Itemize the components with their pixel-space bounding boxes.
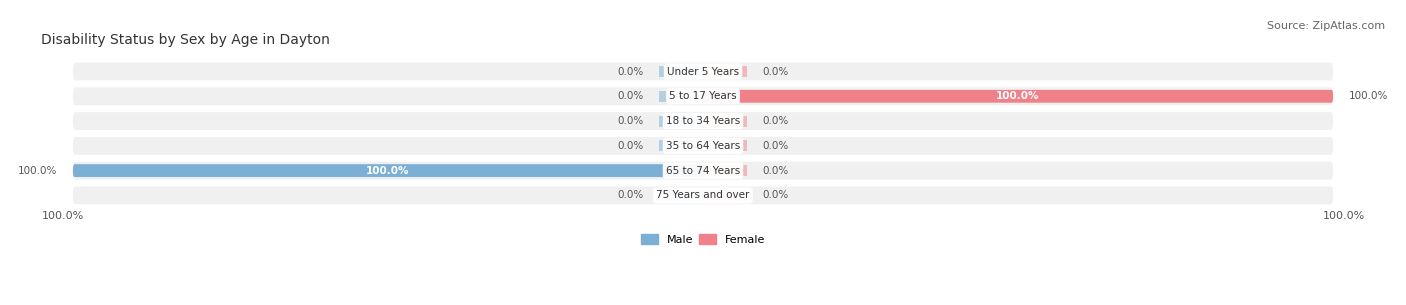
Text: 5 to 17 Years: 5 to 17 Years — [669, 91, 737, 101]
Text: 100.0%: 100.0% — [366, 166, 409, 176]
Text: 35 to 64 Years: 35 to 64 Years — [666, 141, 740, 151]
Text: 0.0%: 0.0% — [763, 141, 789, 151]
Text: 100.0%: 100.0% — [18, 166, 58, 176]
Bar — [659, 116, 703, 127]
Text: 65 to 74 Years: 65 to 74 Years — [666, 166, 740, 176]
Text: Disability Status by Sex by Age in Dayton: Disability Status by Sex by Age in Dayto… — [41, 33, 330, 47]
FancyBboxPatch shape — [73, 63, 1333, 81]
Bar — [659, 190, 703, 201]
Text: Under 5 Years: Under 5 Years — [666, 66, 740, 77]
Text: 0.0%: 0.0% — [763, 166, 789, 176]
Text: 0.0%: 0.0% — [763, 116, 789, 126]
FancyBboxPatch shape — [73, 164, 703, 177]
Text: 0.0%: 0.0% — [763, 66, 789, 77]
Text: 18 to 34 Years: 18 to 34 Years — [666, 116, 740, 126]
Bar — [659, 140, 703, 151]
Bar — [703, 116, 747, 127]
FancyBboxPatch shape — [73, 137, 1333, 155]
Bar — [703, 140, 747, 151]
Text: 0.0%: 0.0% — [617, 66, 643, 77]
Bar — [659, 91, 703, 102]
Text: 75 Years and over: 75 Years and over — [657, 190, 749, 200]
Text: 0.0%: 0.0% — [617, 91, 643, 101]
Legend: Male, Female: Male, Female — [637, 230, 769, 250]
FancyBboxPatch shape — [73, 112, 1333, 130]
Bar — [703, 66, 747, 77]
FancyBboxPatch shape — [73, 186, 1333, 204]
FancyBboxPatch shape — [703, 90, 1333, 103]
Bar — [659, 66, 703, 77]
Bar — [703, 165, 747, 176]
Text: Source: ZipAtlas.com: Source: ZipAtlas.com — [1267, 21, 1385, 31]
Bar — [703, 190, 747, 201]
Text: 100.0%: 100.0% — [1348, 91, 1388, 101]
FancyBboxPatch shape — [73, 162, 1333, 180]
Text: 0.0%: 0.0% — [763, 190, 789, 200]
Text: 0.0%: 0.0% — [617, 116, 643, 126]
Text: 0.0%: 0.0% — [617, 141, 643, 151]
Text: 100.0%: 100.0% — [41, 211, 83, 221]
Text: 0.0%: 0.0% — [617, 190, 643, 200]
FancyBboxPatch shape — [73, 87, 1333, 105]
Text: 100.0%: 100.0% — [997, 91, 1040, 101]
Text: 100.0%: 100.0% — [1323, 211, 1365, 221]
